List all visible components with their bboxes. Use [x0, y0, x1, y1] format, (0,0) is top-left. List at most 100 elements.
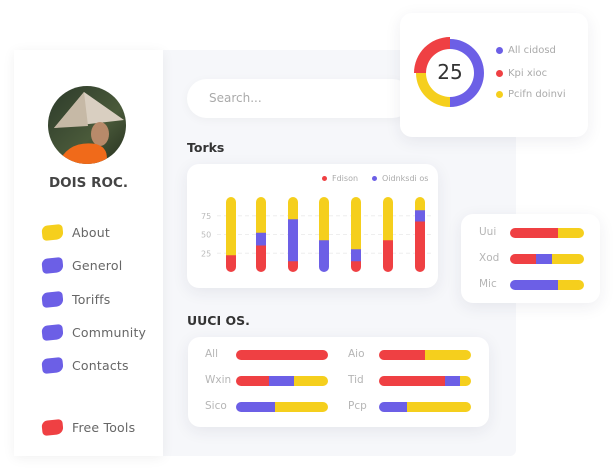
legend-item: Pcifn doinvi [496, 89, 566, 100]
profile-name: DOIS ROC. [48, 175, 129, 191]
bar-segment [459, 376, 471, 386]
nav-blob-icon [41, 223, 64, 241]
bar-segment [288, 218, 298, 262]
sidebar-item-about[interactable]: About [41, 222, 110, 242]
sidebar-item-community[interactable]: Community [41, 322, 147, 342]
bar-segment [510, 254, 536, 264]
legend-label: Fdison [332, 174, 359, 183]
bar-label: All [205, 348, 219, 360]
bar-segment [445, 376, 460, 386]
bar-segment [558, 280, 584, 290]
legend-label: All cidosd [508, 45, 556, 56]
sidebar-item-label: Toriffs [72, 291, 111, 307]
horizontal-bar [236, 376, 328, 386]
bar-segment [415, 209, 425, 222]
donut-card: 25 All cidosd Kpi xioc Pcifn doinvi [400, 13, 588, 137]
nav-blob-icon [41, 356, 64, 374]
legend-dot [496, 91, 503, 98]
sidebar-item-label: Generol [72, 257, 123, 273]
bar-segment [351, 248, 361, 262]
bar-4 [319, 197, 329, 272]
y-tick-label: 50 [201, 231, 211, 240]
bottom-bars-card: All Aio Wxin Tid Sico Pcp [188, 337, 489, 427]
chart-legend-item: Oidnksdi os [372, 174, 428, 183]
bar-chart: 75 50 25 [201, 197, 432, 272]
bar-segment [425, 350, 471, 360]
sidebar-item-toriffs[interactable]: Toriffs [41, 289, 111, 309]
bar-segment [236, 402, 275, 412]
bar-chart-card: Fdison Oidnksdi os 75 50 25 [187, 164, 438, 288]
bar-label: Wxin [205, 374, 232, 386]
bar-segment [256, 197, 266, 233]
bar-segment [415, 197, 425, 211]
bar-label: Xod [479, 252, 500, 264]
bar-segment [274, 402, 328, 412]
bar-segment [288, 260, 298, 272]
bar-segment [379, 376, 446, 386]
bar-segment [319, 239, 329, 272]
bar-segment [510, 280, 559, 290]
donut-slice-red [414, 37, 450, 73]
legend-dot [322, 176, 327, 181]
bar-segment [288, 197, 298, 220]
horizontal-bar [379, 402, 471, 412]
bar-segment [256, 245, 266, 272]
donut-slice-yellow [416, 73, 450, 107]
chart-legend-item: Fdison [322, 174, 358, 183]
bar-segment [351, 260, 361, 272]
donut-chart [414, 37, 484, 107]
horizontal-bar [236, 350, 328, 360]
bar-label: Mic [479, 278, 497, 290]
bar-6 [383, 197, 393, 272]
sidebar-item-label: Free Tools [72, 419, 136, 435]
legend-dot [496, 47, 503, 54]
bar-segment [351, 197, 361, 250]
bar-segment [510, 228, 559, 238]
bar-segment [415, 221, 425, 272]
bar-segment [236, 350, 328, 360]
sidebar-item-label: About [72, 224, 110, 240]
nav-blob-icon [41, 256, 64, 274]
legend-dot [496, 70, 503, 77]
legend-dot [372, 176, 377, 181]
horizontal-bar [510, 280, 584, 290]
bar-segment [269, 376, 294, 386]
legend-item: Kpi xioc [496, 68, 547, 79]
bar-1 [226, 197, 236, 272]
legend-item: All cidosd [496, 45, 556, 56]
bar-segment [226, 254, 236, 272]
bar-label: Uui [479, 226, 497, 238]
donut-slice-purple [450, 39, 484, 107]
bar-segment [406, 402, 471, 412]
nav-blob-icon [41, 290, 64, 308]
legend-label: Oidnksdi os [382, 174, 429, 183]
bar-label: Tid [348, 374, 364, 386]
bar-3 [288, 197, 298, 272]
bar-5 [351, 197, 361, 272]
bar-2 [256, 197, 266, 272]
horizontal-bar [379, 376, 471, 386]
avatar[interactable] [48, 86, 126, 164]
donut-center-value: 25 [437, 60, 463, 84]
bar-segment [236, 376, 270, 386]
sidebar-item-label: Contacts [72, 357, 129, 373]
bars-section-title: UUCI OS. [187, 313, 250, 328]
side-bars-card: Uui Xod Mic [461, 214, 600, 303]
bar-segment [293, 376, 328, 386]
sidebar: DOIS ROC. About Generol Toriffs Community Co… [14, 50, 163, 456]
sidebar-item-label: Community [72, 324, 147, 340]
nav-blob-icon [41, 418, 64, 436]
bar-segment [319, 197, 329, 241]
horizontal-bar [510, 228, 584, 238]
search-input[interactable]: Search... [187, 79, 412, 118]
sidebar-item-generol[interactable]: Generol [41, 255, 123, 275]
search-placeholder: Search... [209, 91, 262, 105]
horizontal-bar [379, 350, 471, 360]
bar-7 [415, 197, 425, 272]
y-tick-label: 75 [201, 212, 211, 221]
bar-segment [383, 197, 393, 241]
sidebar-item-contacts[interactable]: Contacts [41, 355, 129, 375]
y-tick-label: 25 [201, 249, 211, 258]
horizontal-bar [510, 254, 584, 264]
sidebar-item-free-tools[interactable]: Free Tools [41, 417, 136, 437]
